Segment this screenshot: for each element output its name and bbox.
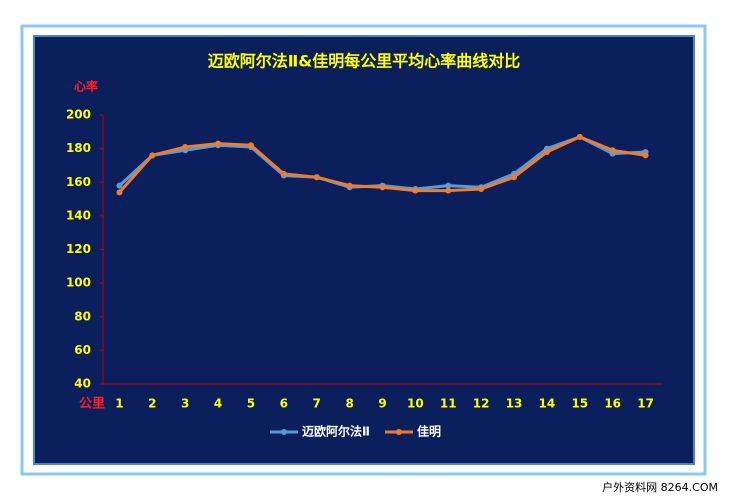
y-tick-label: 200 [66, 108, 91, 122]
legend-label: 佳明 [417, 424, 441, 439]
legend-label: 迈欧阿尔法Ⅱ [302, 424, 370, 439]
data-point [576, 133, 583, 140]
x-tick-label: 7 [313, 397, 321, 411]
x-tick-label: 15 [571, 397, 588, 411]
data-point [445, 182, 452, 189]
y-tick-label: 60 [74, 343, 91, 357]
x-tick-label: 12 [473, 397, 490, 411]
data-point [116, 182, 123, 189]
watermark: 户外资料网 8264.COM [602, 480, 718, 494]
x-tick-label: 9 [378, 397, 386, 411]
x-tick-label: 17 [637, 397, 654, 411]
x-tick-label: 13 [506, 397, 523, 411]
plot-background [33, 35, 695, 465]
chart-title: 迈欧阿尔法Ⅱ&佳明每公里平均心率曲线对比 [208, 52, 521, 71]
data-point [313, 174, 320, 181]
x-tick-label: 10 [407, 397, 424, 411]
x-tick-label: 5 [247, 397, 255, 411]
x-tick-label: 8 [345, 397, 353, 411]
y-tick-label: 140 [66, 208, 91, 222]
y-tick-label: 40 [74, 377, 91, 391]
data-point [379, 184, 386, 191]
data-point [116, 189, 123, 196]
data-point [445, 187, 452, 194]
data-point [478, 185, 485, 192]
data-point [182, 143, 189, 150]
data-point [280, 170, 287, 177]
data-point [609, 147, 616, 154]
y-tick-label: 180 [66, 141, 91, 155]
x-axis-label: 公里 [79, 397, 105, 412]
x-tick-label: 2 [148, 397, 156, 411]
data-point [247, 142, 254, 149]
x-tick-label: 14 [539, 397, 556, 411]
y-tick-label: 100 [66, 276, 91, 290]
legend-marker [396, 429, 402, 435]
x-tick-label: 1 [115, 397, 123, 411]
data-point [149, 152, 156, 159]
x-tick-label: 4 [214, 397, 222, 411]
y-tick-label: 120 [66, 242, 91, 256]
data-point [412, 187, 419, 194]
data-point [511, 174, 518, 181]
data-point [346, 182, 353, 189]
x-tick-label: 11 [440, 397, 457, 411]
data-point [215, 140, 222, 147]
y-tick-label: 80 [74, 309, 91, 323]
y-axis-label: 心率 [74, 79, 98, 94]
x-tick-label: 6 [280, 397, 288, 411]
y-tick-label: 160 [66, 175, 91, 189]
x-tick-label: 16 [604, 397, 621, 411]
data-point [543, 148, 550, 155]
data-point [642, 152, 649, 159]
x-tick-label: 3 [181, 397, 189, 411]
legend-marker [281, 429, 287, 435]
